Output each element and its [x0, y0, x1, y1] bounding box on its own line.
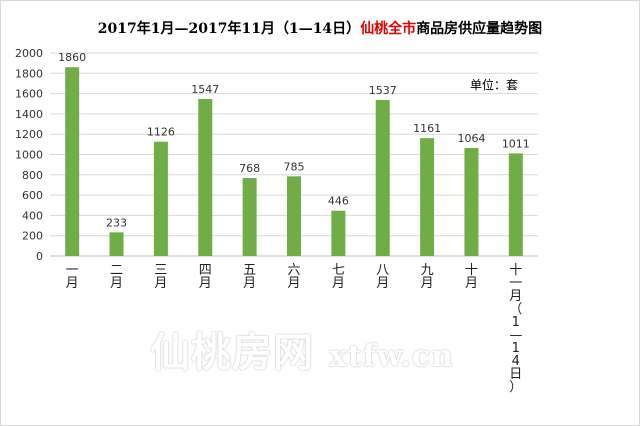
y-tick-label: 600	[22, 189, 43, 202]
y-tick-label: 0	[36, 250, 43, 263]
x-tick-label: 五月	[243, 263, 256, 291]
bar	[464, 148, 479, 256]
data-label: 446	[328, 195, 349, 208]
bar	[109, 232, 124, 256]
data-label: 785	[284, 160, 305, 173]
x-tick-label: 九月	[421, 263, 434, 291]
bar	[508, 153, 523, 256]
y-tick-label: 400	[22, 209, 43, 222]
bar	[242, 178, 257, 256]
title-prefix: 2017年1月—2017年11月（1—14日）	[97, 21, 361, 37]
data-label: 1011	[502, 137, 530, 150]
x-tick-label: 四月	[199, 263, 212, 291]
bar	[331, 210, 346, 256]
chart-title: 2017年1月—2017年11月（1—14日）仙桃全市商品房供应量趋势图	[0, 18, 640, 38]
y-tick-label: 200	[22, 230, 43, 243]
y-tick-label: 1600	[15, 88, 43, 101]
watermark: 仙桃房网 xtfw.cn	[150, 320, 454, 378]
bar	[375, 99, 390, 256]
data-label: 1161	[413, 122, 441, 135]
bar	[198, 98, 213, 257]
x-tick-label: 一月	[66, 263, 79, 291]
y-tick-label: 800	[22, 169, 43, 182]
x-tick-label: 三月	[154, 263, 167, 291]
bar	[420, 138, 435, 256]
x-tick-label: 二月	[110, 263, 123, 291]
y-tick-label: 1800	[15, 67, 43, 80]
data-label: 1064	[457, 132, 485, 145]
bar	[65, 67, 80, 257]
x-tick-label: 十一月（ 1—1 4 日）	[509, 263, 522, 395]
unit-label: 单位：套	[470, 78, 519, 92]
data-label: 1547	[191, 83, 219, 96]
data-label: 1126	[147, 126, 175, 139]
data-label: 1860	[58, 51, 86, 64]
title-highlight: 仙桃全市	[360, 21, 417, 37]
y-tick-label: 1200	[15, 128, 43, 141]
x-tick-label: 六月	[287, 263, 300, 291]
x-tick-label: 八月	[376, 263, 389, 291]
x-tick-label: 七月	[332, 263, 345, 291]
data-label: 233	[106, 216, 127, 229]
y-tick-label: 1000	[15, 149, 43, 162]
watermark-domain: xtfw.cn	[328, 339, 454, 374]
bar	[287, 176, 301, 256]
watermark-name: 仙桃房网	[150, 330, 314, 376]
x-tick-label: 十月	[465, 263, 478, 291]
title-suffix: 商品房供应量趋势图	[416, 21, 543, 37]
y-tick-label: 2000	[15, 47, 43, 60]
bar	[153, 141, 168, 256]
data-label: 768	[239, 162, 260, 175]
y-tick-label: 1400	[15, 108, 43, 121]
data-label: 1537	[369, 84, 397, 97]
